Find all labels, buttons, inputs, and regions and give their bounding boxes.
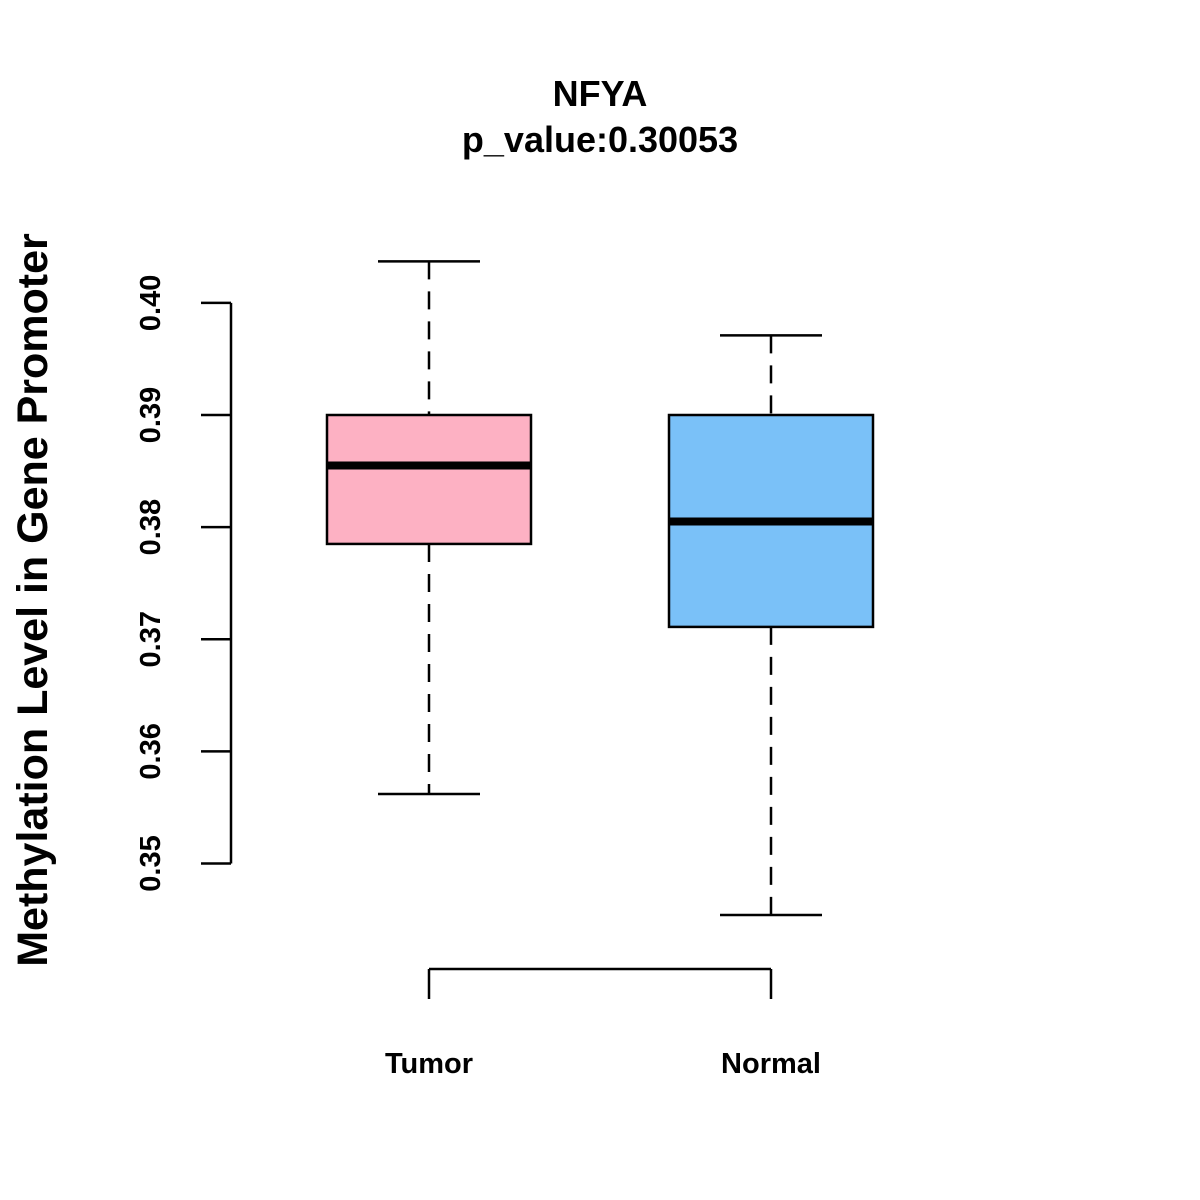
y-axis: 0.35 0.36 0.37 0.38 0.39 0.40 bbox=[135, 275, 233, 892]
x-tick-label: Normal bbox=[721, 1048, 821, 1080]
y-tick-label: 0.36 bbox=[135, 723, 167, 779]
y-tick-label: 0.38 bbox=[135, 499, 167, 555]
box-tumor bbox=[325, 260, 533, 796]
y-tick-label: 0.35 bbox=[135, 835, 167, 891]
y-tick-label: 0.39 bbox=[135, 387, 167, 443]
interquartile-box bbox=[325, 413, 533, 546]
chart-subtitle: p_value:0.30053 bbox=[462, 119, 738, 160]
x-axis: Tumor Normal bbox=[385, 967, 821, 1080]
y-tick-label: 0.40 bbox=[135, 275, 167, 331]
box-group bbox=[325, 260, 875, 917]
box-normal bbox=[667, 334, 875, 917]
x-tick-label: Tumor bbox=[385, 1048, 473, 1080]
chart-title: NFYA bbox=[553, 73, 648, 114]
y-axis-label: Methylation Level in Gene Promoter bbox=[9, 233, 57, 967]
y-tick-label: 0.37 bbox=[135, 611, 167, 667]
